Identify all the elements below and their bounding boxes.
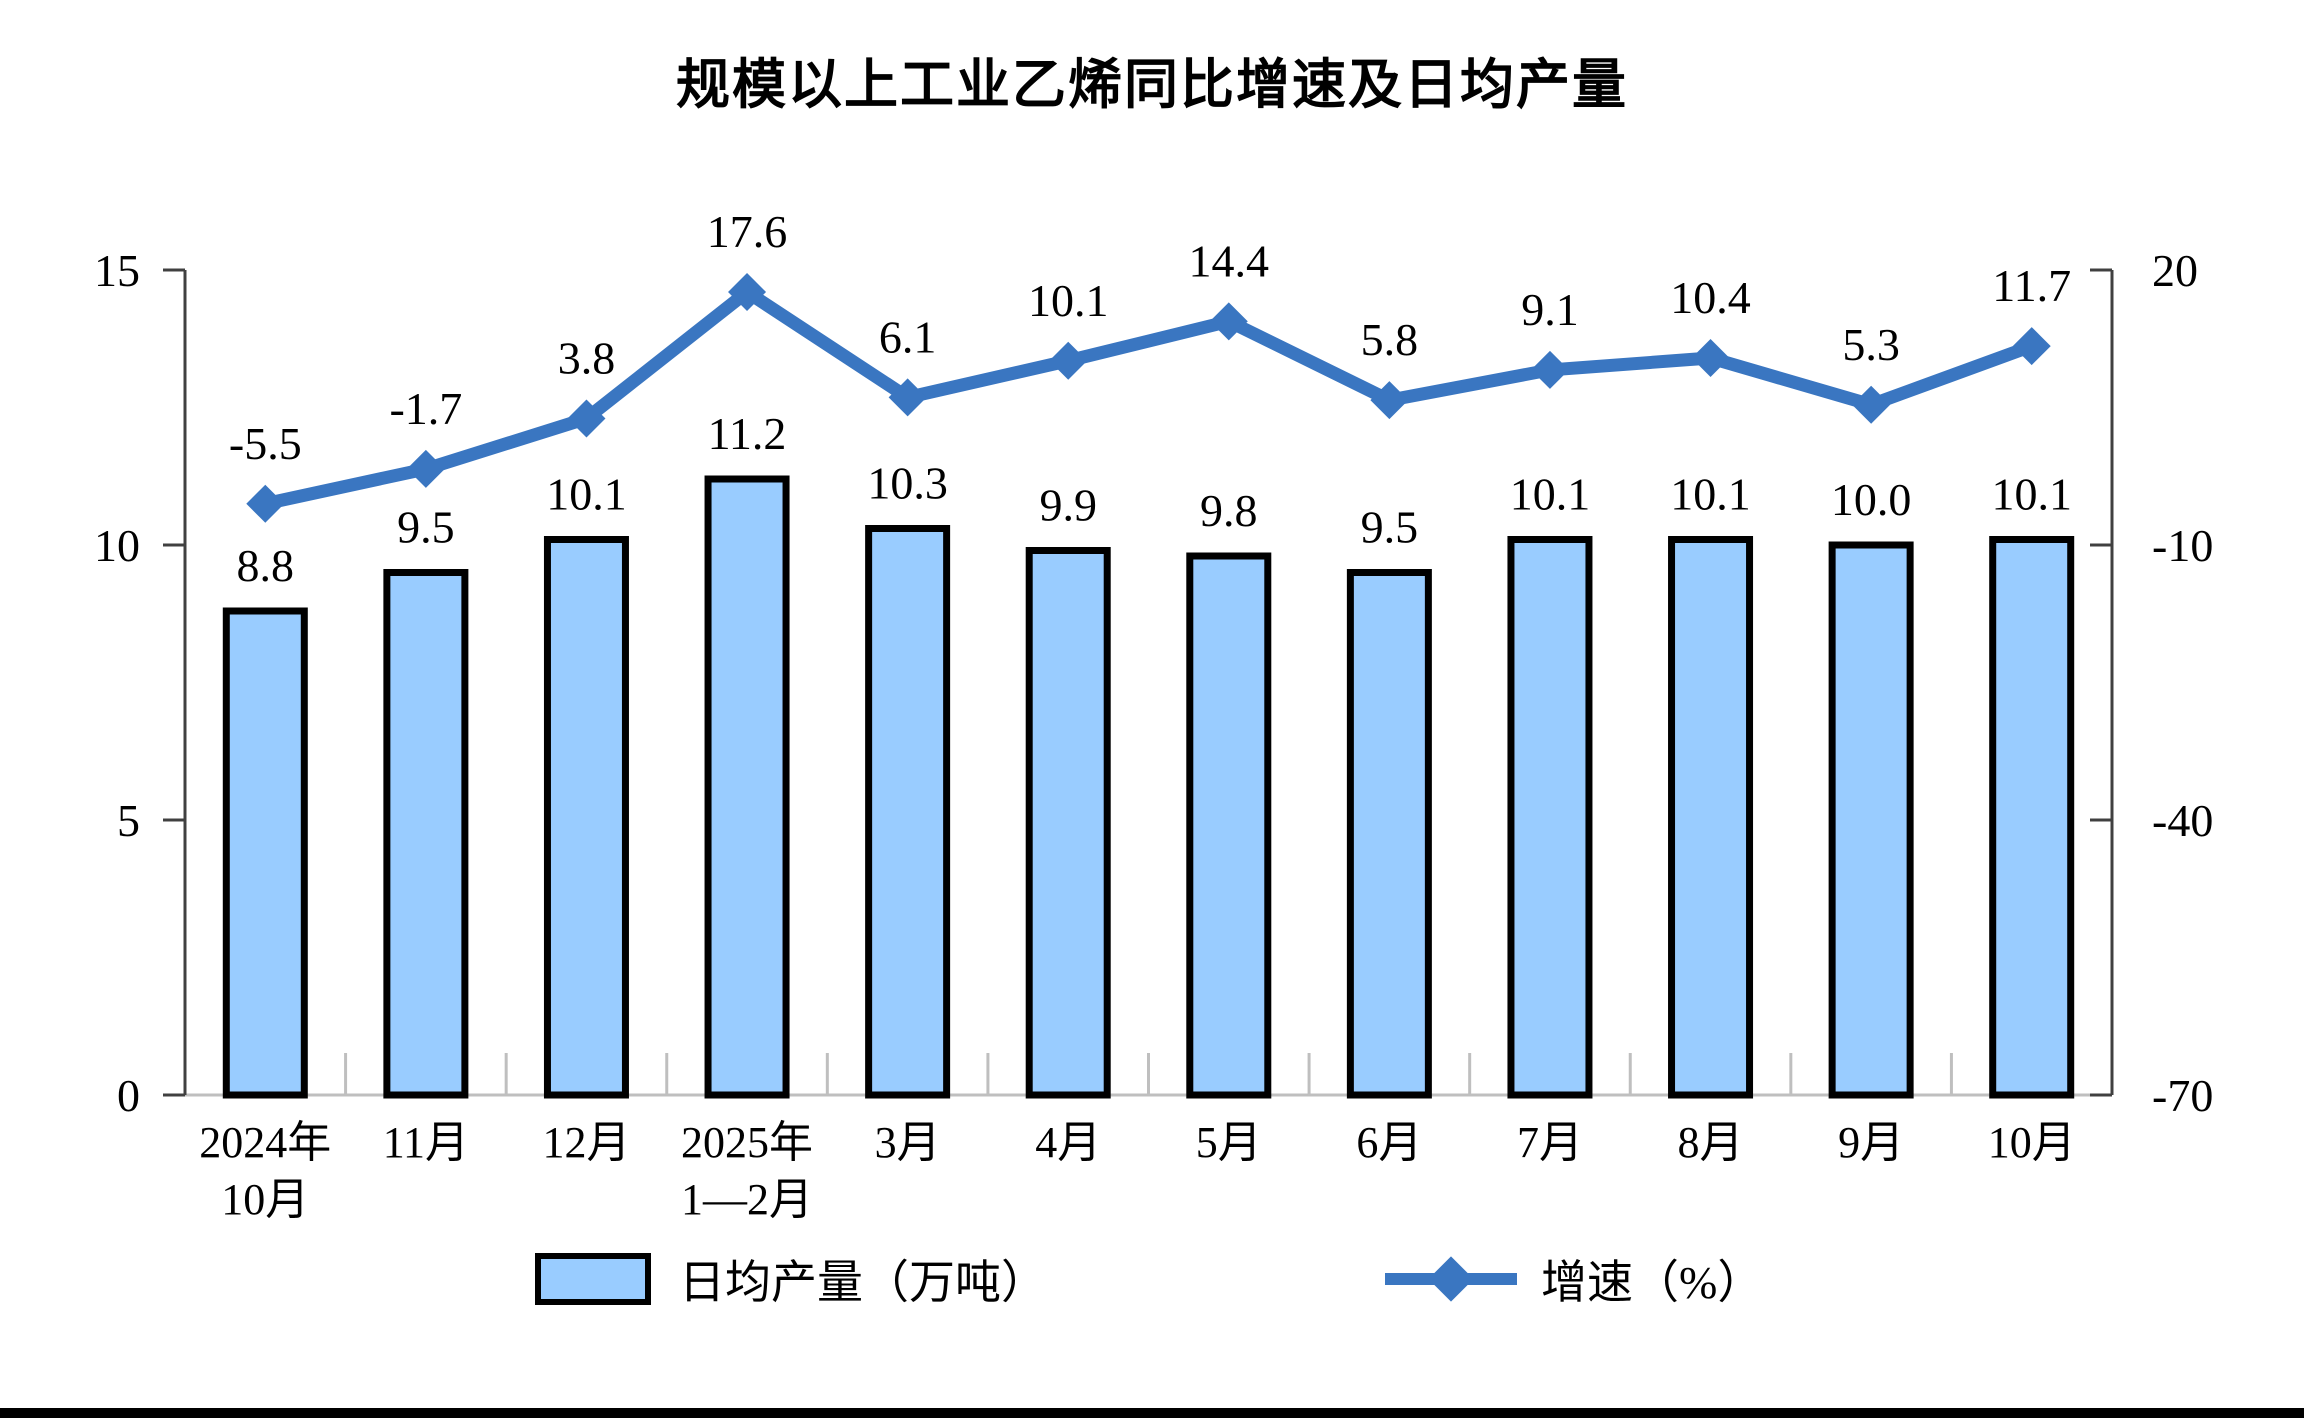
left-axis-tick-label: 10: [94, 520, 140, 571]
growth-line: [263, 283, 2034, 511]
bar: [1507, 536, 1593, 1099]
bar-value-label: 10.3: [867, 458, 948, 509]
line-value-label: 9.1: [1521, 284, 1579, 335]
x-category-label: 1—2月: [681, 1175, 813, 1224]
line-marker: [2012, 327, 2051, 366]
bar: [704, 475, 790, 1099]
legend-item-line: 增速（%）: [1385, 1244, 1763, 1314]
legend-label-bar: 日均产量（万吨）: [679, 1257, 1047, 1308]
right-axis-tick-label: -10: [2152, 520, 2213, 571]
x-category-label: 10月: [221, 1175, 309, 1224]
line-marker: [1852, 385, 1891, 424]
bar-swatch-icon: [535, 1253, 651, 1305]
bar: [1186, 552, 1272, 1099]
x-category-label: 7月: [1517, 1118, 1583, 1167]
line-marker: [1530, 350, 1569, 389]
diamond-marker-icon: [1428, 1256, 1474, 1302]
line-value-label: 17.6: [707, 206, 788, 257]
bar-value-label: 9.8: [1200, 485, 1258, 536]
bar: [222, 607, 308, 1099]
legend: 日均产量（万吨） 增速（%）: [0, 1244, 2304, 1314]
right-axis-tick-label: 20: [2152, 245, 2198, 296]
line-value-label: 3.8: [558, 333, 616, 384]
x-category-label: 2025年: [681, 1118, 813, 1167]
bar-value-label: 11.2: [708, 408, 787, 459]
left-axis-tick-label: 15: [94, 245, 140, 296]
line-value-label: 10.4: [1670, 272, 1751, 323]
bar-value-label: 9.5: [1361, 502, 1419, 553]
bar: [1989, 536, 2075, 1099]
x-category-label: 10月: [1988, 1118, 2076, 1167]
bar: [543, 536, 629, 1099]
line-value-label: -1.7: [389, 383, 462, 434]
bar-value-label: 10.1: [1991, 469, 2072, 520]
legend-item-bar: 日均产量（万吨）: [535, 1244, 1047, 1314]
line-value-label: 10.1: [1028, 275, 1109, 326]
line-value-label: 5.8: [1361, 314, 1419, 365]
x-category-label: 5月: [1196, 1118, 1262, 1167]
bottom-border-line: [0, 1408, 2304, 1418]
bar: [1828, 541, 1914, 1099]
chart-title: 规模以上工业乙烯同比增速及日均产量: [676, 55, 1628, 115]
bar-value-label: 9.5: [397, 502, 455, 553]
x-category-label: 11月: [383, 1118, 469, 1167]
line-marker: [406, 449, 445, 488]
line-marker: [1049, 341, 1088, 380]
left-axis-tick-label: 0: [117, 1070, 140, 1121]
line-swatch-icon: [1385, 1256, 1517, 1302]
line-value-label: 14.4: [1189, 235, 1270, 286]
bar-value-label: 10.1: [546, 469, 627, 520]
line-marker: [888, 378, 927, 417]
line-marker: [1691, 339, 1730, 377]
bar: [1025, 547, 1111, 1099]
bar-value-label: 8.8: [237, 540, 295, 591]
bar: [1346, 569, 1432, 1099]
line-marker: [728, 273, 767, 311]
bar: [865, 525, 951, 1099]
right-axis-tick-label: -70: [2152, 1070, 2213, 1121]
x-category-label: 4月: [1035, 1118, 1101, 1167]
bar-value-label: 9.9: [1039, 480, 1097, 531]
line-marker: [567, 399, 606, 438]
line-marker: [1370, 381, 1409, 420]
bar: [1668, 536, 1754, 1099]
line-value-label: 6.1: [879, 311, 937, 362]
bar-value-label: 10.1: [1510, 469, 1591, 520]
x-category-label: 9月: [1838, 1118, 1904, 1167]
bar: [383, 569, 469, 1099]
x-category-label: 6月: [1356, 1118, 1422, 1167]
bar-value-label: 10.0: [1831, 474, 1912, 525]
line-value-label: 11.7: [1992, 260, 2071, 311]
x-category-label: 8月: [1678, 1118, 1744, 1167]
right-axis-tick-label: -40: [2152, 795, 2213, 846]
left-axis-tick-label: 5: [117, 795, 140, 846]
line-value-label: -5.5: [229, 418, 302, 469]
line-marker: [1209, 302, 1248, 341]
legend-label-line: 增速（%）: [1541, 1257, 1764, 1308]
line-value-label: 5.3: [1842, 319, 1900, 370]
x-category-label: 2024年: [199, 1118, 331, 1167]
x-category-label: 12月: [542, 1118, 630, 1167]
x-category-label: 3月: [875, 1118, 941, 1167]
bar-value-label: 10.1: [1670, 469, 1751, 520]
line-marker: [246, 484, 285, 523]
